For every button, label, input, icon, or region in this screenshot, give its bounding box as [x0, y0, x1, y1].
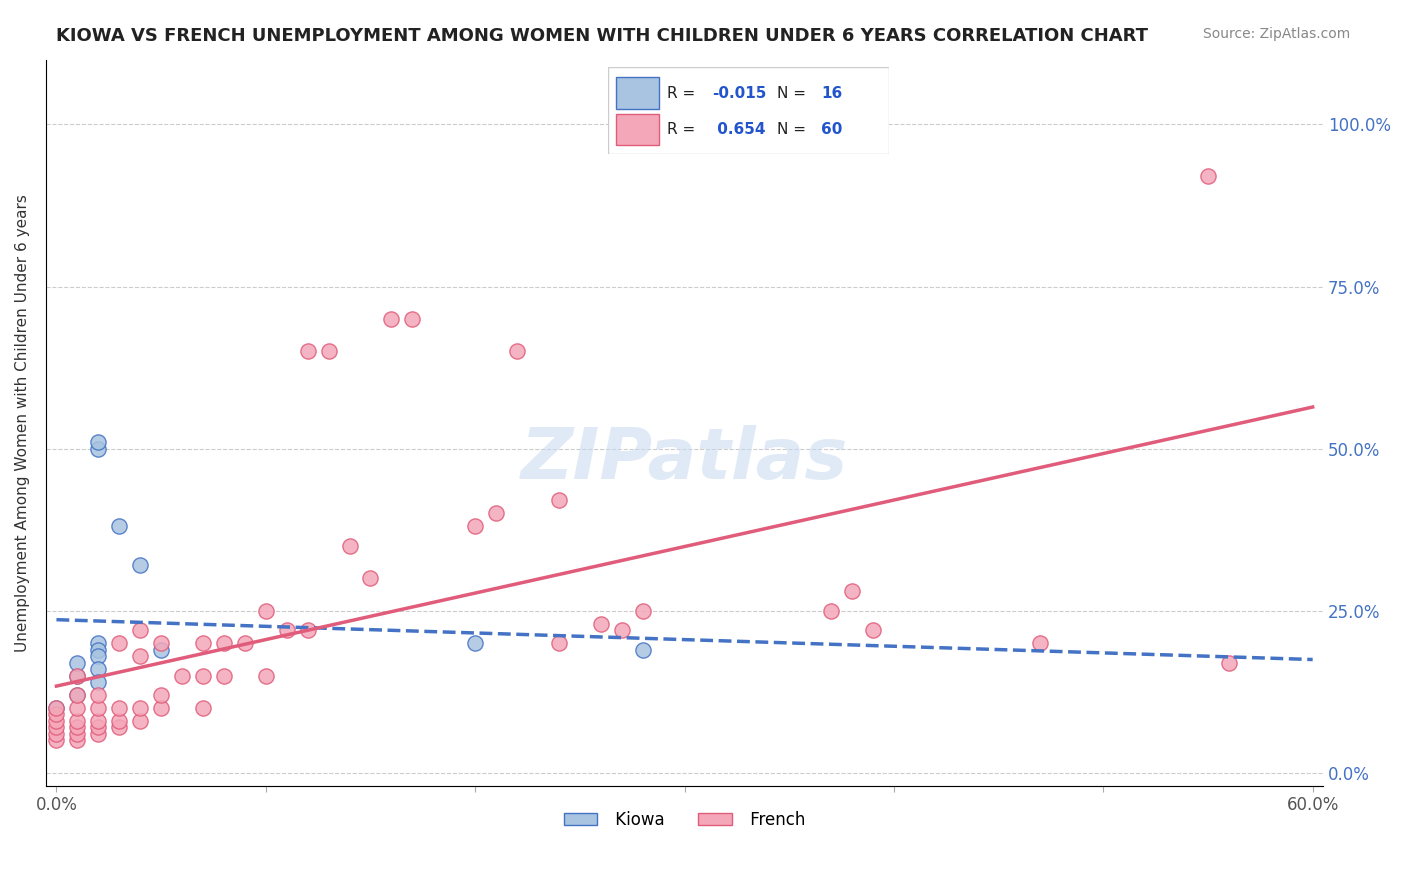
Point: [401, 312, 423, 326]
Point: [254, 604, 277, 618]
Legend:  Kiowa,  French: Kiowa, French: [557, 805, 813, 836]
Point: [108, 701, 131, 715]
Point: [45, 721, 67, 735]
Point: [212, 636, 235, 650]
Point: [66, 656, 89, 670]
Point: [150, 688, 173, 702]
Point: [631, 604, 654, 618]
Point: [66, 688, 89, 702]
Point: [66, 721, 89, 735]
Point: [66, 727, 89, 741]
Point: [66, 668, 89, 682]
Point: [233, 636, 256, 650]
Point: [297, 623, 319, 637]
Point: [254, 668, 277, 682]
Point: [150, 701, 173, 715]
Point: [87, 662, 110, 676]
Text: ZIPatlas: ZIPatlas: [520, 425, 848, 493]
Point: [87, 701, 110, 715]
Point: [66, 668, 89, 682]
Point: [87, 714, 110, 728]
Point: [45, 727, 67, 741]
Point: [129, 701, 152, 715]
Point: [108, 636, 131, 650]
Point: [150, 642, 173, 657]
Point: [87, 642, 110, 657]
Point: [841, 584, 863, 599]
Point: [506, 344, 529, 359]
Point: [589, 616, 612, 631]
Point: [380, 312, 402, 326]
Point: [66, 688, 89, 702]
Point: [548, 636, 571, 650]
Point: [66, 733, 89, 747]
Point: [297, 344, 319, 359]
Point: [191, 636, 214, 650]
Point: [1218, 656, 1240, 670]
Point: [464, 636, 486, 650]
Point: [820, 604, 842, 618]
Point: [87, 675, 110, 690]
Point: [191, 668, 214, 682]
Point: [66, 701, 89, 715]
Point: [45, 701, 67, 715]
Point: [464, 519, 486, 533]
Point: [87, 688, 110, 702]
Point: [87, 727, 110, 741]
Point: [108, 714, 131, 728]
Point: [1029, 636, 1052, 650]
Point: [45, 701, 67, 715]
Point: [129, 714, 152, 728]
Point: [87, 442, 110, 456]
Point: [485, 507, 508, 521]
Text: KIOWA VS FRENCH UNEMPLOYMENT AMONG WOMEN WITH CHILDREN UNDER 6 YEARS CORRELATION: KIOWA VS FRENCH UNEMPLOYMENT AMONG WOMEN…: [56, 27, 1149, 45]
Point: [129, 623, 152, 637]
Point: [87, 721, 110, 735]
Y-axis label: Unemployment Among Women with Children Under 6 years: Unemployment Among Women with Children U…: [15, 194, 30, 652]
Point: [45, 707, 67, 722]
Point: [360, 571, 382, 585]
Point: [45, 733, 67, 747]
Point: [339, 539, 361, 553]
Point: [1197, 169, 1219, 184]
Text: Source: ZipAtlas.com: Source: ZipAtlas.com: [1202, 27, 1350, 41]
Point: [212, 668, 235, 682]
Point: [87, 636, 110, 650]
Point: [318, 344, 340, 359]
Point: [87, 649, 110, 664]
Point: [276, 623, 298, 637]
Point: [631, 642, 654, 657]
Point: [191, 701, 214, 715]
Point: [129, 558, 152, 573]
Point: [170, 668, 193, 682]
Point: [610, 623, 633, 637]
Point: [45, 714, 67, 728]
Point: [548, 493, 571, 508]
Point: [862, 623, 884, 637]
Point: [108, 519, 131, 533]
Point: [66, 714, 89, 728]
Point: [150, 636, 173, 650]
Point: [108, 721, 131, 735]
Point: [129, 649, 152, 664]
Point: [87, 435, 110, 450]
